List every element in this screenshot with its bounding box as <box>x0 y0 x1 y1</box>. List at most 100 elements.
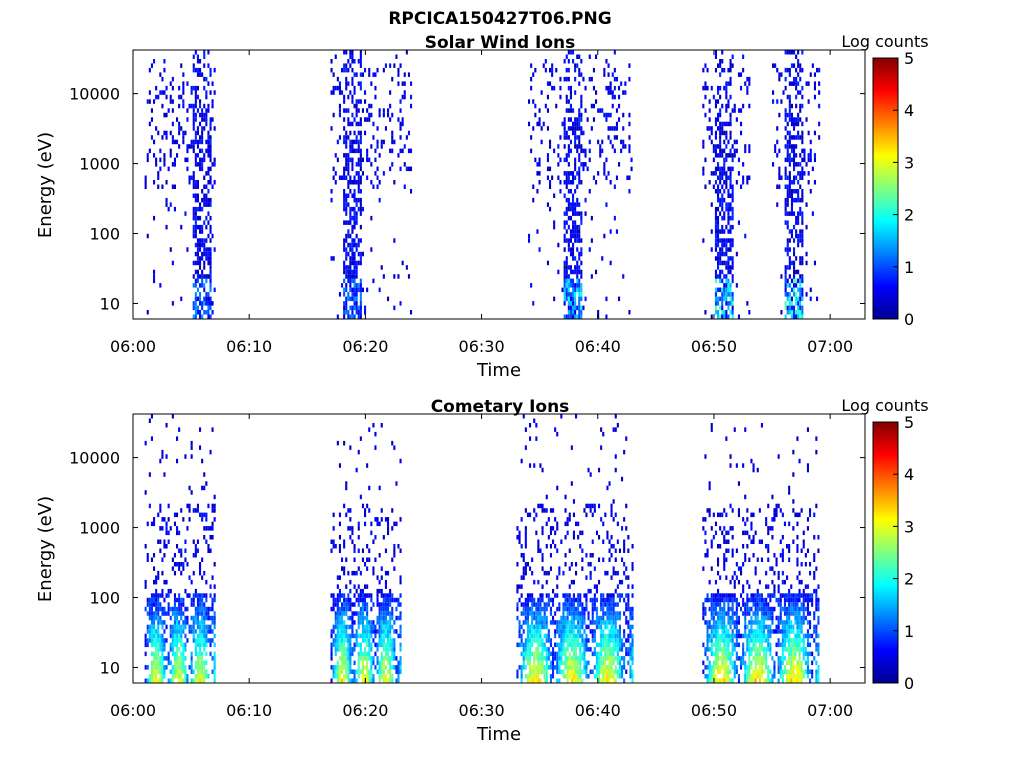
heatmap-cell <box>754 678 757 683</box>
heatmap-cell <box>533 615 536 621</box>
heatmap-cell <box>529 423 532 428</box>
heatmap-cell <box>580 260 583 266</box>
heatmap-cell <box>712 633 715 639</box>
heatmap-cell <box>192 54 195 59</box>
figure-title: RPCICA150427T06.PNG <box>388 9 611 29</box>
heatmap-cell <box>531 606 534 612</box>
heatmap-cell <box>615 126 618 131</box>
heatmap-cell <box>351 94 354 100</box>
heatmap-cell <box>391 674 394 679</box>
heatmap-cell <box>190 602 193 607</box>
heatmap-cell <box>567 206 570 212</box>
heatmap-cell <box>359 588 362 594</box>
heatmap-cell <box>176 669 179 674</box>
heatmap-cell <box>731 597 734 603</box>
heatmap-cell <box>737 678 740 683</box>
heatmap-cell <box>725 135 728 140</box>
heatmap-cell <box>605 59 608 64</box>
heatmap-cell <box>712 624 715 630</box>
heatmap-cell <box>799 206 802 212</box>
heatmap-cell <box>546 202 549 207</box>
heatmap-cell <box>357 171 360 176</box>
heatmap-cell <box>205 624 208 630</box>
heatmap-cell <box>161 593 164 598</box>
heatmap-cell <box>606 530 609 536</box>
heatmap-cell <box>546 94 549 100</box>
heatmap-cell <box>343 440 346 446</box>
heatmap-cell <box>146 557 149 562</box>
heatmap-cell <box>520 651 523 657</box>
heatmap-cell <box>330 256 333 261</box>
heatmap-cell <box>725 171 728 176</box>
heatmap-cell <box>351 624 354 630</box>
heatmap-cell <box>723 238 726 243</box>
heatmap-cell <box>742 660 745 666</box>
heatmap-cell <box>786 296 789 302</box>
heatmap-cell <box>799 153 802 158</box>
heatmap-cell <box>351 539 354 544</box>
heatmap-cell <box>357 242 360 248</box>
heatmap-cell <box>536 121 539 127</box>
heatmap-cell <box>529 665 532 670</box>
heatmap-cell <box>731 238 734 243</box>
heatmap-cell <box>708 633 711 639</box>
heatmap-cell <box>201 557 204 562</box>
heatmap-cell <box>165 224 168 230</box>
heatmap-cell <box>735 548 738 553</box>
heatmap-cell <box>572 278 575 284</box>
heatmap-cell <box>366 620 369 625</box>
heatmap-cell <box>572 211 575 216</box>
heatmap-cell <box>799 238 802 243</box>
heatmap-cell <box>541 647 544 652</box>
heatmap-cell <box>366 678 369 683</box>
heatmap-cell <box>570 633 573 639</box>
heatmap-cell <box>148 503 151 509</box>
heatmap-cell <box>623 517 626 522</box>
heatmap-cell <box>721 624 724 630</box>
heatmap-cell <box>569 251 572 257</box>
heatmap-cell <box>576 135 579 140</box>
heatmap-cell <box>592 175 595 180</box>
heatmap-cell <box>522 629 525 634</box>
heatmap-cell <box>203 472 206 477</box>
heatmap-cell <box>353 59 356 64</box>
heatmap-cell <box>173 674 176 679</box>
heatmap-cell <box>629 665 632 670</box>
heatmap-cell <box>201 314 204 319</box>
heatmap-cell <box>157 633 160 639</box>
heatmap-cell <box>341 638 344 643</box>
heatmap-cell <box>580 283 583 288</box>
heatmap-cell <box>535 633 538 639</box>
heatmap-cell <box>575 678 578 683</box>
heatmap-cell <box>733 665 736 670</box>
heatmap-cell <box>776 99 779 104</box>
heatmap-cell <box>717 126 720 131</box>
heatmap-cell <box>593 674 596 679</box>
heatmap-cell <box>576 265 579 270</box>
heatmap-cell <box>531 629 534 634</box>
heatmap-cell <box>205 633 208 639</box>
heatmap-cell <box>606 606 609 612</box>
heatmap-cell <box>209 215 212 221</box>
heatmap-cell <box>704 665 707 670</box>
heatmap-cell <box>547 597 550 603</box>
heatmap-cell <box>581 651 584 657</box>
heatmap-cell <box>543 508 546 513</box>
heatmap-cell <box>606 638 609 643</box>
heatmap-cell <box>797 233 800 239</box>
heatmap-cell <box>714 287 717 293</box>
heatmap-cell <box>349 274 352 279</box>
heatmap-cell <box>355 296 358 302</box>
heatmap-cell <box>801 50 804 55</box>
heatmap-cell <box>370 669 373 674</box>
heatmap-cell <box>338 647 341 652</box>
heatmap-cell <box>541 638 544 643</box>
heatmap-cell <box>729 135 732 140</box>
heatmap-cell <box>558 620 561 625</box>
heatmap-cell <box>148 611 151 616</box>
heatmap-cell <box>345 211 348 216</box>
heatmap-cell <box>588 157 591 163</box>
heatmap-cell <box>343 678 346 683</box>
heatmap-cell <box>742 633 745 639</box>
heatmap-cell <box>604 669 607 674</box>
